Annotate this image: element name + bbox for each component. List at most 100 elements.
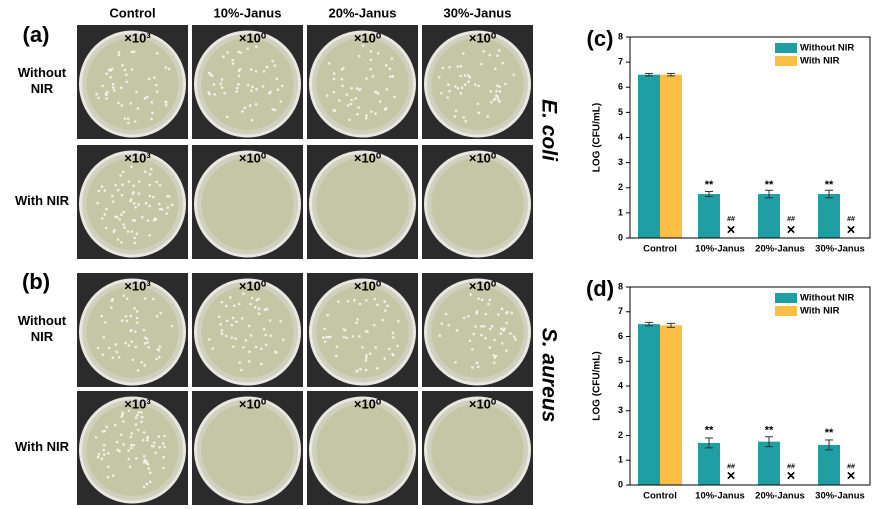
colony (333, 109, 337, 113)
colony (130, 50, 134, 54)
x-tick-label: 10%-Janus (695, 491, 745, 502)
dilution-label: ×10³ (124, 30, 151, 45)
y-tick-label: 2 (618, 182, 623, 192)
colony (355, 370, 358, 373)
colony (376, 52, 380, 55)
colony (157, 348, 161, 352)
colony (455, 329, 459, 332)
colony (120, 213, 123, 216)
colony (128, 465, 132, 469)
colony (396, 344, 399, 348)
bar (698, 194, 720, 238)
colony (150, 117, 153, 121)
colony (133, 307, 136, 310)
row-label-line: NIR (31, 81, 54, 96)
colony (235, 86, 239, 90)
colony (488, 298, 492, 302)
panel-label: (d) (586, 276, 614, 301)
colony (144, 336, 147, 340)
colony (480, 333, 483, 337)
colony (514, 338, 517, 341)
colony (366, 330, 369, 333)
colony (157, 435, 161, 438)
colony (113, 89, 116, 92)
colony (448, 65, 451, 69)
colony (134, 423, 138, 426)
y-tick-label: 7 (618, 306, 623, 316)
colony (353, 298, 356, 302)
plate-agar (431, 38, 524, 130)
colony (207, 90, 210, 94)
colony (473, 83, 477, 86)
colony (279, 319, 282, 323)
colony (368, 352, 372, 356)
colony (497, 49, 501, 52)
colony (325, 94, 329, 97)
colony (220, 300, 224, 304)
colony (144, 201, 148, 205)
colony (230, 323, 234, 327)
colony (329, 335, 332, 339)
colony (170, 324, 174, 328)
colony (110, 299, 114, 303)
colony (359, 367, 362, 371)
colony (264, 333, 267, 337)
colony (365, 299, 368, 302)
colony (123, 117, 127, 120)
colony (254, 69, 258, 73)
error-bar (765, 189, 773, 199)
y-tick-label: 6 (618, 331, 623, 341)
colony (474, 325, 477, 328)
colony (358, 54, 361, 58)
column-header: 10%-Janus (214, 5, 282, 20)
colony (356, 112, 359, 116)
colony (141, 438, 145, 442)
colony (127, 409, 131, 412)
legend-swatch (775, 56, 797, 66)
colony (129, 102, 133, 105)
colony (391, 331, 395, 335)
colony (498, 85, 501, 88)
colony (224, 334, 228, 338)
colony (374, 112, 377, 115)
colony (114, 423, 117, 427)
colony (151, 111, 154, 115)
colony (509, 332, 512, 335)
colony (261, 85, 265, 88)
colony (220, 86, 224, 89)
row-label-line: With NIR (15, 193, 70, 208)
error-bar (645, 72, 653, 77)
colony (130, 340, 133, 343)
colony (127, 449, 130, 452)
annotation: ** (825, 427, 834, 439)
colony (505, 321, 508, 325)
colony (143, 170, 147, 174)
colony (120, 415, 123, 419)
colony (391, 336, 395, 339)
x-tick-label: 30%-Janus (815, 244, 865, 255)
colony (504, 82, 507, 86)
colony (147, 345, 151, 349)
colony (147, 77, 151, 81)
dilution-label: ×10⁰ (354, 30, 382, 45)
colony (149, 167, 153, 171)
y-tick-label: 8 (618, 281, 623, 291)
colony (253, 305, 257, 309)
colony (364, 116, 368, 120)
colony (454, 85, 457, 88)
colony (237, 83, 240, 86)
colony (280, 84, 284, 88)
colony (349, 102, 353, 106)
colony (232, 345, 235, 348)
colony (472, 332, 476, 336)
colony (459, 91, 463, 95)
y-tick-label: 4 (618, 132, 623, 142)
colony (345, 336, 349, 340)
colony (249, 68, 253, 71)
colony (493, 97, 497, 101)
colony (100, 314, 103, 318)
colony (383, 309, 387, 313)
colony (140, 360, 143, 364)
annotation: ## (787, 216, 795, 223)
colony (154, 451, 157, 455)
